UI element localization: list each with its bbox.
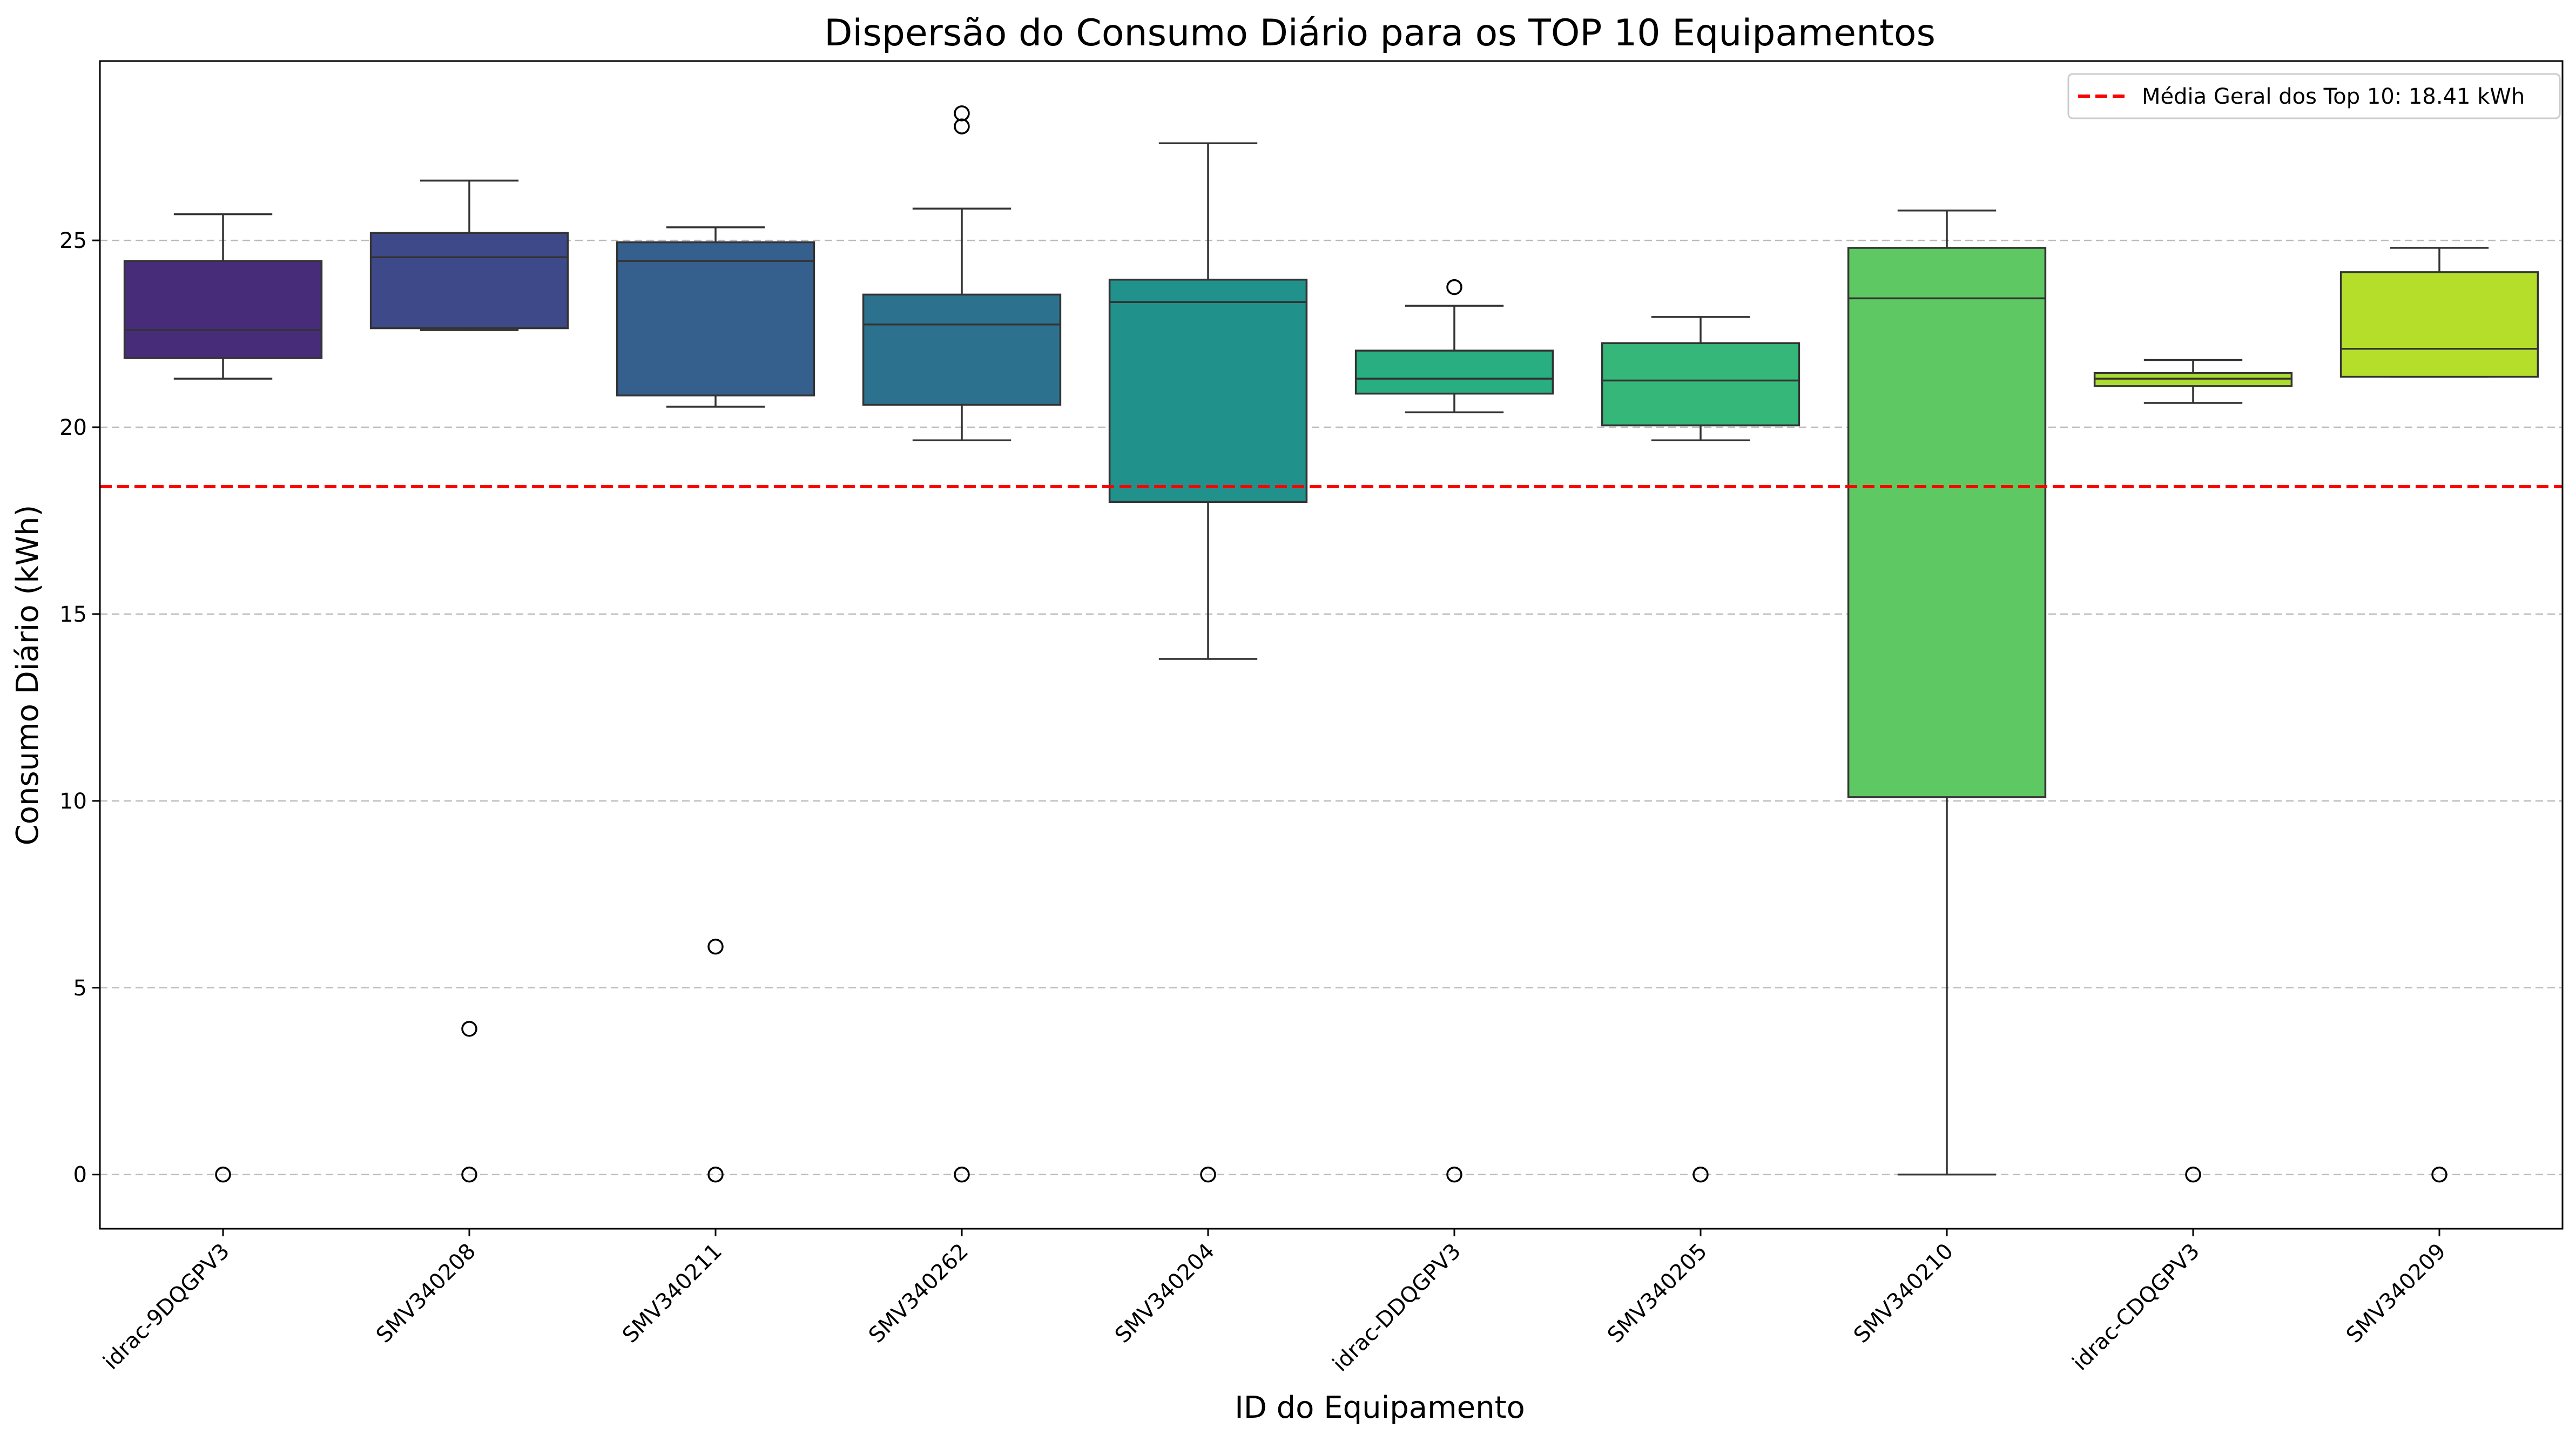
plot-layer bbox=[100, 105, 2562, 1183]
outlier-point bbox=[954, 118, 970, 134]
y-tick-label: 0 bbox=[73, 1163, 87, 1188]
plot-frame bbox=[99, 60, 2564, 1230]
box-group-idrac-CDQGPV3 bbox=[2093, 359, 2293, 1183]
y-tick-label: 10 bbox=[59, 789, 87, 814]
outlier-point bbox=[707, 1166, 724, 1183]
outlier-point bbox=[215, 1166, 231, 1183]
outlier-point bbox=[954, 105, 970, 122]
box-group-SMV340204 bbox=[1108, 142, 1308, 1183]
outlier-point bbox=[1200, 1166, 1216, 1183]
box-iqr bbox=[369, 232, 569, 329]
outlier-point bbox=[461, 1166, 477, 1183]
outlier-point bbox=[707, 938, 724, 955]
outlier-point bbox=[1446, 279, 1462, 295]
x-tick-label: SMV340211 bbox=[618, 1239, 727, 1348]
box-group-SMV340211 bbox=[616, 226, 815, 1183]
box-iqr bbox=[616, 241, 815, 396]
box-group-SMV340209 bbox=[2339, 247, 2539, 1183]
x-axis-label: ID do Equipamento bbox=[1235, 1390, 1525, 1425]
x-tick-label: SMV340210 bbox=[1849, 1239, 1958, 1348]
legend-box bbox=[2067, 73, 2561, 119]
y-axis-label: Consumo Diário (kWh) bbox=[10, 505, 45, 846]
box-group-SMV340205 bbox=[1601, 316, 1800, 1183]
legend-entry-label: Média Geral dos Top 10: 18.41 kWh bbox=[2142, 84, 2525, 109]
outlier-point bbox=[954, 1166, 970, 1183]
box-group-idrac-DDQGPV3 bbox=[1354, 279, 1554, 1183]
x-tick-label: SMV340204 bbox=[1110, 1239, 1219, 1348]
box-iqr bbox=[1847, 247, 2047, 798]
box-group-idrac-9DQGPV3 bbox=[123, 213, 323, 1183]
outlier-point bbox=[1692, 1166, 1709, 1183]
outlier-point bbox=[461, 1021, 477, 1037]
box-iqr bbox=[1108, 278, 1308, 503]
x-tick-label: idrac-9DQGPV3 bbox=[99, 1239, 234, 1375]
box-iqr bbox=[123, 260, 323, 359]
x-tick-label: SMV340205 bbox=[1603, 1239, 1712, 1348]
box-iqr bbox=[1601, 342, 1800, 427]
box-iqr bbox=[862, 293, 1062, 406]
y-tick-label: 15 bbox=[59, 602, 87, 627]
box-iqr bbox=[1354, 349, 1554, 395]
outlier-point bbox=[2185, 1166, 2201, 1183]
box-group-SMV340210 bbox=[1847, 209, 2047, 1176]
x-tick-label: idrac-CDQGPV3 bbox=[2068, 1239, 2204, 1376]
chart-title: Dispersão do Consumo Diário para os TOP … bbox=[824, 12, 1936, 55]
x-tick-label: SMV340208 bbox=[372, 1239, 481, 1348]
outlier-point bbox=[1446, 1166, 1462, 1183]
y-tick-label: 5 bbox=[73, 976, 87, 1001]
y-tick-label: 25 bbox=[59, 228, 87, 253]
y-tick-label: 20 bbox=[59, 415, 87, 440]
legend: Média Geral dos Top 10: 18.41 kWh bbox=[2067, 73, 2561, 119]
x-tick-label: SMV340209 bbox=[2342, 1239, 2451, 1348]
x-tick-label: idrac-DDQGPV3 bbox=[1328, 1239, 1466, 1377]
box-group-SMV340208 bbox=[369, 179, 569, 1183]
box-iqr bbox=[2339, 271, 2539, 378]
x-tick-label: SMV340262 bbox=[864, 1239, 973, 1348]
outlier-point bbox=[2431, 1166, 2447, 1183]
box-group-SMV340262 bbox=[862, 105, 1062, 1183]
